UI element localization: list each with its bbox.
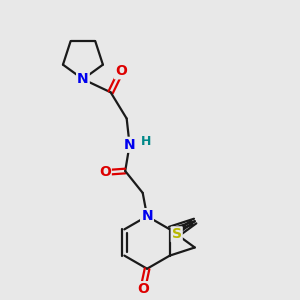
Text: N: N	[124, 138, 135, 152]
Text: N: N	[141, 209, 153, 223]
Text: O: O	[137, 282, 148, 296]
Text: S: S	[172, 227, 182, 242]
Text: N: N	[77, 72, 89, 86]
Text: N: N	[141, 209, 153, 223]
Text: H: H	[140, 135, 151, 148]
Text: O: O	[99, 166, 111, 179]
Text: O: O	[115, 64, 127, 78]
